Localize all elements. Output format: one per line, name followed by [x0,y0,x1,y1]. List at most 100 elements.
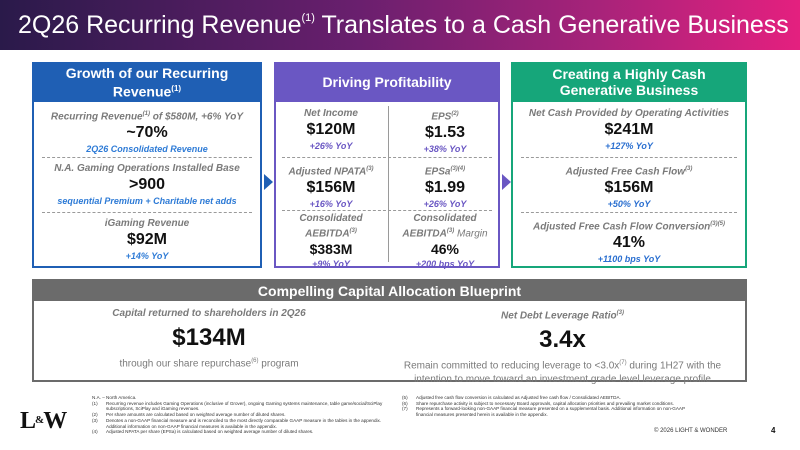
label-text: Adjusted Free Cash Flow Conversion [533,221,711,233]
installed-base-metric: N.A. Gaming Operations Installed Base >9… [34,163,260,207]
footnote-number: (3) [92,417,98,423]
footnote-text: Share repurchase activity is subject to … [416,400,674,406]
desc-footnote-ref: (7) [619,360,627,367]
net-debt-leverage-block: Net Debt Leverage Ratio(3) 3.4x Remain c… [390,307,735,386]
label-footnote-ref: (3)(4) [450,166,466,172]
profitability-heading: Driving Profitability [274,62,500,102]
desc-text: Remain committed to reducing leverage to… [403,360,620,372]
label-text: Adjusted NPATA [288,166,367,178]
label-text: Recurring Revenue [50,111,143,123]
metric-label: Net Cash Provided by Operating Activitie… [528,108,730,119]
metric-value: >900 [128,176,166,193]
footnote-text: Recurring revenue includes Gaming Operat… [106,400,383,412]
header-banner: 2Q26 Recurring Revenue(1) Translates to … [0,0,800,50]
label-footnote-ref: (3) [685,166,693,172]
metric-label: N.A. Gaming Operations Installed Base [54,163,240,174]
metric-subtext: +9% YoY [312,259,350,270]
divider [42,157,252,158]
cash-generation-heading: Creating a Highly Cash Generative Busine… [511,62,747,102]
metric-subtext: +16% YoY [309,199,353,210]
footnote-text: Adjusted free cash flow conversion is ca… [416,395,621,400]
metric-value: $1.99 [424,179,466,197]
metric-label: EPS(2) [390,108,500,123]
label-text: AEBITDA [402,228,447,240]
divider [521,212,737,213]
metric-label-line2: AEBITDA(3) Margin [390,225,500,240]
label-text: EPSa [424,166,451,178]
chevron-right-icon [502,174,511,190]
metric-value: $134M [172,324,246,351]
label-footnote-ref: (3) [349,228,357,234]
label-text-c: Margin [454,228,488,240]
metric-subtext: +26% YoY [423,199,467,210]
footnote-text: Denotes a non-GAAP financial measure and… [106,417,382,429]
adjusted-npata-metric: Adjusted NPATA(3) $156M +16% YoY [276,163,386,210]
footnotes-right: (5) Adjusted free cash flow conversion is… [402,395,702,418]
metric-subtext: +127% YoY [605,141,653,151]
footnote-intro: N.A. – North America. [92,395,137,400]
metric-label: Net Debt Leverage Ratio(3) [390,307,735,322]
page-number: 4 [771,426,776,435]
footnote-text: Adjusted NPATA per share (EPSa) is calcu… [106,429,314,435]
company-logo: L&W [20,408,67,435]
metric-subtext: sequential Premium + Charitable net adds [57,196,237,206]
footnote: (3) Denotes a non-GAAP financial measure … [92,418,392,429]
capital-allocation-heading: Compelling Capital Allocation Blueprint [34,281,745,301]
aebitda-margin-metric: Consolidated AEBITDA(3) Margin 46% +200 … [390,213,500,270]
metric-value: 41% [612,234,646,252]
metric-value: $1.53 [424,124,466,142]
metric-label-line1: Consolidated [413,213,477,224]
metric-label: Adjusted NPATA(3) [276,163,386,178]
label-footnote-ref: (3)(5) [710,221,725,227]
metric-subtext: +26% YoY [309,141,353,151]
free-cash-flow-metric: Adjusted Free Cash Flow(3) $156M +50% Yo… [513,163,745,210]
label-text: EPS [431,111,452,123]
metric-subtext: +38% YoY [423,144,467,155]
igaming-revenue-metric: iGaming Revenue $92M +14% YoY [34,218,260,262]
footnote-text: Per share amounts are calculated based o… [106,412,286,418]
metric-value: $120M [306,121,356,138]
capital-returned-block: Capital returned to shareholders in 2Q26… [44,307,374,370]
metric-label: Capital returned to shareholders in 2Q26 [112,308,306,319]
label-footnote-ref: (2) [451,111,459,117]
footnote-number: (2) [92,412,98,418]
metric-value: $241M [604,121,654,138]
metric-value: $383M [309,241,353,258]
metric-subtext: +14% YoY [125,251,169,261]
metric-value: $156M [306,179,356,197]
footnote: (7) Represents a forward-looking non-GAAP… [402,406,702,417]
cash-generation-body: Net Cash Provided by Operating Activitie… [511,102,747,268]
logo-letter-l: L [20,408,36,434]
metric-subtext: +50% YoY [607,199,651,210]
footnote-number: (7) [402,406,408,412]
cash-generation-panel: Creating a Highly Cash Generative Busine… [511,62,747,268]
metric-label-line1: Consolidated [299,213,363,224]
vertical-divider [388,106,389,262]
operating-cash-metric: Net Cash Provided by Operating Activitie… [513,108,745,152]
metric-label: Recurring Revenue(1) of $580M, +6% YoY [34,108,260,123]
footnote: (2) Per share amounts are calculated base… [92,412,392,418]
metric-subtext: 2Q26 Consolidated Revenue [86,144,208,155]
metric-label: iGaming Revenue [104,218,190,229]
footnote-number: (4) [92,429,98,435]
profitability-body: Net Income $120M +26% YoY EPS(2) $1.53 +… [274,102,500,270]
desc-text-b: program [258,358,299,370]
label-text: Adjusted Free Cash Flow [565,166,686,178]
label-footnote-ref: (3) [366,166,374,172]
desc-text: through our share repurchase [119,358,252,370]
metric-value: $92M [126,231,168,248]
divider [282,157,492,158]
metric-label-line2: AEBITDA(3) [276,225,386,240]
footnote-number: (6) [402,400,408,406]
footnote: (6) Share repurchase activity is subject … [402,401,702,407]
title-main: 2Q26 Recurring Revenue [18,11,302,39]
heading-text: Creating a Highly Cash Generative Busine… [552,66,706,98]
recurring-revenue-body: Recurring Revenue(1) of $580M, +6% YoY ~… [32,102,262,268]
heading-text: Growth of our Recurring Revenue [65,64,229,100]
metric-subtext: +1100 bps YoY [597,254,661,265]
net-income-metric: Net Income $120M +26% YoY [276,108,386,152]
metric-value: $156M [604,179,654,197]
metric-label: Net Income [304,108,358,119]
metric-label: EPSa(3)(4) [390,163,500,178]
label-footnote-ref: (1) [142,111,150,117]
